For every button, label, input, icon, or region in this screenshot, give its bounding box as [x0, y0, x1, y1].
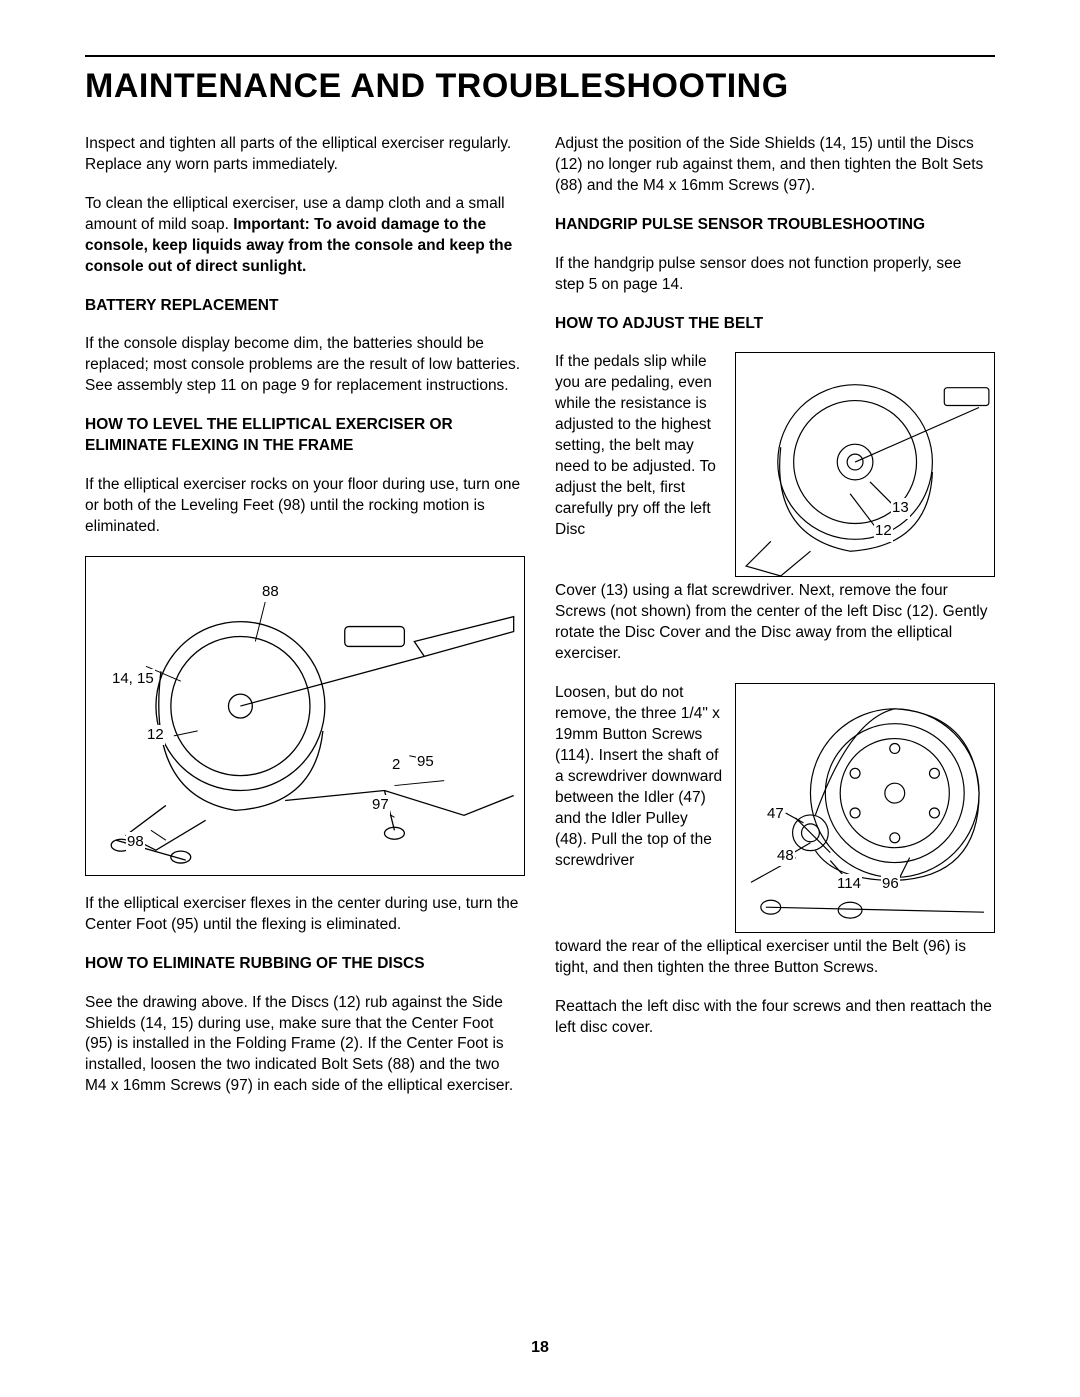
flex-paragraph: If the elliptical exerciser flexes in th…	[85, 894, 525, 936]
figure-belt-adjust: 47 48 114 96	[735, 683, 995, 933]
leveling-diagram-svg	[86, 557, 524, 875]
heading-pulse: HANDGRIP PULSE SENSOR TROUBLESHOOTING	[555, 215, 995, 236]
two-column-layout: Inspect and tighten all parts of the ell…	[85, 134, 995, 1115]
disc-cover-svg	[736, 353, 994, 576]
heading-belt: HOW TO ADJUST THE BELT	[555, 314, 995, 335]
fig1-label-95: 95	[416, 752, 435, 772]
fig1-label-12: 12	[146, 725, 165, 745]
fig2-label-12: 12	[874, 521, 893, 541]
battery-paragraph: If the console display become dim, the b…	[85, 334, 525, 397]
fig1-label-88: 88	[261, 582, 280, 602]
top-rule	[85, 55, 995, 57]
fig3-label-47: 47	[766, 804, 785, 824]
fig1-label-1415: 14, 15	[111, 669, 155, 689]
fig1-label-2: 2	[391, 755, 401, 775]
right-column: Adjust the position of the Side Shields …	[555, 134, 995, 1115]
fig2-label-13: 13	[891, 498, 910, 518]
left-column: Inspect and tighten all parts of the ell…	[85, 134, 525, 1115]
belt-after-text-1: Cover (13) using a flat screwdriver. Nex…	[555, 581, 995, 665]
intro-paragraph-2: To clean the elliptical exerciser, use a…	[85, 194, 525, 278]
page-title: MAINTENANCE AND TROUBLESHOOTING	[85, 67, 995, 106]
heading-rubbing: HOW TO ELIMINATE RUBBING OF THE DISCS	[85, 954, 525, 975]
belt-section-2: Loosen, but do not remove, the three 1/4…	[555, 683, 995, 933]
heading-level: HOW TO LEVEL THE ELLIPTICAL EXERCISER OR…	[85, 415, 525, 457]
belt-after-text-2: toward the rear of the elliptical exerci…	[555, 937, 995, 979]
fig3-label-96: 96	[881, 874, 900, 894]
pulse-paragraph: If the handgrip pulse sensor does not fu…	[555, 254, 995, 296]
page-number: 18	[531, 1339, 549, 1357]
heading-battery: BATTERY REPLACEMENT	[85, 296, 525, 317]
figure-disc-cover: 13 12	[735, 352, 995, 577]
reattach-paragraph: Reattach the left disc with the four scr…	[555, 997, 995, 1039]
rubbing-paragraph: See the drawing above. If the Discs (12)…	[85, 993, 525, 1098]
fig3-label-48: 48	[776, 846, 795, 866]
level-paragraph: If the elliptical exerciser rocks on you…	[85, 475, 525, 538]
intro-paragraph-1: Inspect and tighten all parts of the ell…	[85, 134, 525, 176]
figure-leveling-diagram: 88 14, 15 12 2 95 97 98	[85, 556, 525, 876]
fig3-label-114: 114	[836, 874, 862, 894]
belt-wrap-text-1: If the pedals slip while you are pedalin…	[555, 352, 723, 577]
belt-section-1: If the pedals slip while you are pedalin…	[555, 352, 995, 577]
fig1-label-97: 97	[371, 795, 390, 815]
belt-wrap-text-2: Loosen, but do not remove, the three 1/4…	[555, 683, 723, 933]
fig1-label-98: 98	[126, 832, 145, 852]
adjust-shields-paragraph: Adjust the position of the Side Shields …	[555, 134, 995, 197]
